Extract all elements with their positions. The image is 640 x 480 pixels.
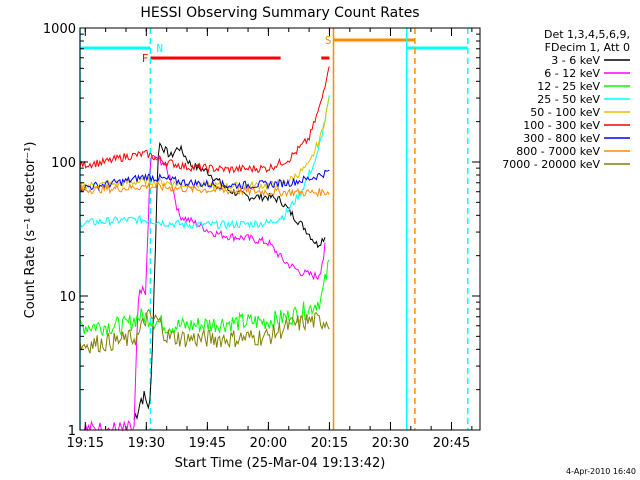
legend-label: 300 - 800 keV (523, 132, 600, 145)
y-tick-label: 1000 (43, 22, 76, 37)
legend-label: 3 - 6 keV (551, 54, 600, 67)
series-line (79, 309, 330, 354)
y-tick-label: 1 (68, 424, 76, 439)
axes: 19:15 19:30 19:45 20:00 20:15 20:30 20:45 1 10 10… (43, 22, 480, 451)
x-tick-label: 19:45 (189, 436, 226, 451)
series-line (79, 259, 330, 338)
legend-label: 25 - 50 keV (537, 93, 600, 106)
data-series (79, 66, 330, 432)
series-line (80, 154, 326, 432)
footer-date: 4-Apr-2010 16:40 (566, 467, 636, 476)
y-axis-label: Count Rate (s⁻¹ detector⁻¹) (23, 142, 38, 319)
legend-label: 50 - 100 keV (530, 106, 600, 119)
flag-label-f: F (142, 52, 149, 65)
x-tick-label: 19:30 (128, 436, 165, 451)
x-axis-label: Start Time (25-Mar-04 19:13:42) (175, 456, 386, 471)
legend-label: 800 - 7000 keV (516, 145, 600, 158)
x-tick-label: 19:15 (67, 436, 104, 451)
flag-label-s: S (325, 34, 332, 47)
series-line (79, 181, 330, 198)
x-tick-label: 20:00 (250, 436, 287, 451)
flag-label-n: N (156, 42, 163, 55)
series-line (79, 169, 330, 192)
y-tick-label: 10 (59, 290, 76, 305)
series-line (79, 95, 330, 230)
legend: Det 1,3,4,5,6,9,FDecim 1, Att 03 - 6 keV… (502, 28, 630, 171)
chart-title: HESSI Observing Summary Count Rates (140, 5, 419, 21)
legend-label: 7000 - 20000 keV (502, 158, 600, 171)
legend-label: 12 - 25 keV (537, 80, 600, 93)
series-line (79, 66, 330, 175)
flag-bars: NF S (80, 34, 468, 65)
legend-label: 100 - 300 keV (523, 119, 600, 132)
legend-header: FDecim 1, Att 0 (545, 41, 630, 54)
x-tick-label: 20:45 (433, 436, 470, 451)
x-tick-label: 20:15 (311, 436, 348, 451)
plot-frame (79, 27, 481, 431)
series-line (79, 97, 330, 192)
legend-label: 6 - 12 keV (544, 67, 600, 80)
x-tick-label: 20:30 (372, 436, 409, 451)
attenuator-lines (79, 28, 469, 430)
legend-header: Det 1,3,4,5,6,9, (544, 28, 630, 41)
y-tick-label: 100 (51, 156, 76, 171)
